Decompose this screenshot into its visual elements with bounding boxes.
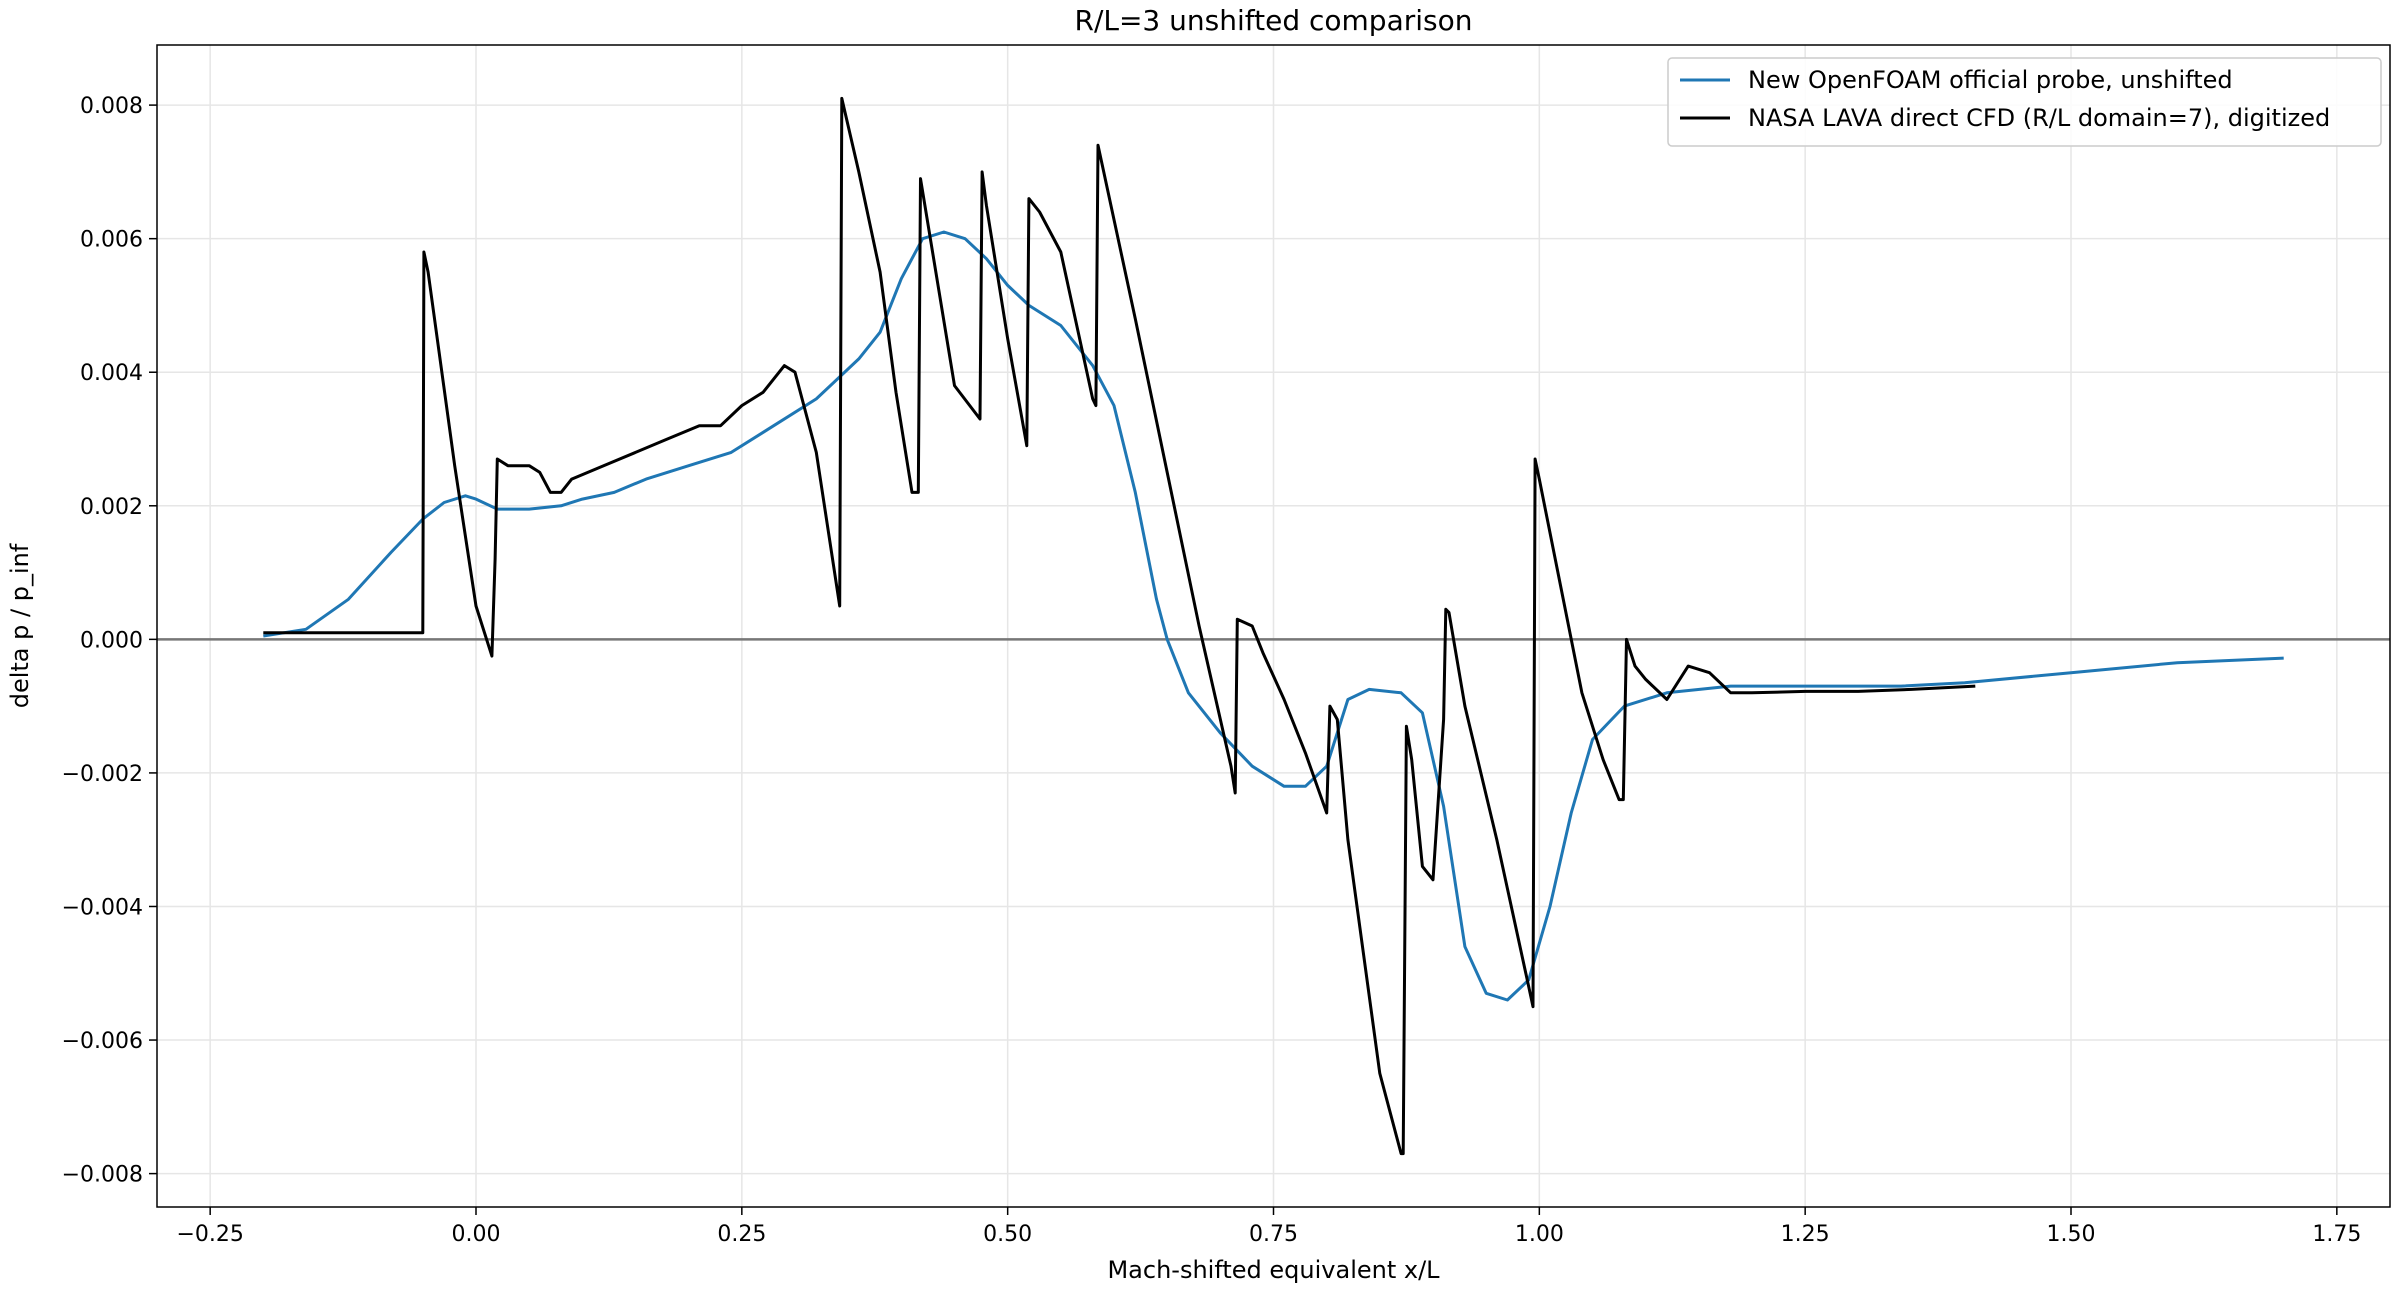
chart-title: R/L=3 unshifted comparison (1074, 4, 1472, 37)
y-tick-label: −0.008 (62, 1163, 143, 1188)
tick-layer: −0.25 0.00 0.25 0.50 0.75 1.00 1.25 1.50 1.75 −0.… (62, 94, 2362, 1247)
y-axis-label: delta p / p_inf (6, 543, 34, 708)
x-tick-label: 0.00 (452, 1222, 501, 1247)
y-tick-label: 0.002 (80, 495, 143, 520)
series-line-1 (263, 230, 2284, 1002)
legend-label-1: New OpenFOAM official probe, unshifted (1748, 66, 2233, 94)
y-tick-label: 0.004 (80, 361, 143, 386)
y-tick-label: −0.004 (62, 895, 143, 920)
x-axis-label: Mach-shifted equivalent x/L (1107, 1256, 1440, 1284)
x-tick-label: 0.50 (983, 1222, 1032, 1247)
x-tick-label: 0.25 (717, 1222, 766, 1247)
series-layer (263, 96, 2284, 1156)
x-tick-label: 1.00 (1515, 1222, 1564, 1247)
y-tick-label: 0.006 (80, 228, 143, 253)
series-line-2 (263, 96, 1976, 1156)
y-tick-label: 0.008 (80, 94, 143, 119)
legend-label-2: NASA LAVA direct CFD (R/L domain=7), dig… (1748, 104, 2330, 132)
legend-box (1667, 57, 2382, 147)
x-tick-label: 1.75 (2312, 1222, 2361, 1247)
x-tick-label: −0.25 (176, 1222, 243, 1247)
y-tick-label: −0.002 (62, 762, 143, 787)
y-tick-label: −0.006 (62, 1029, 143, 1054)
x-tick-label: 1.50 (2047, 1222, 2096, 1247)
legend: New OpenFOAM official probe, unshifted NA… (1667, 57, 2382, 147)
y-tick-label: 0.000 (80, 628, 143, 653)
x-tick-label: 0.75 (1249, 1222, 1298, 1247)
x-tick-label: 1.25 (1781, 1222, 1830, 1247)
